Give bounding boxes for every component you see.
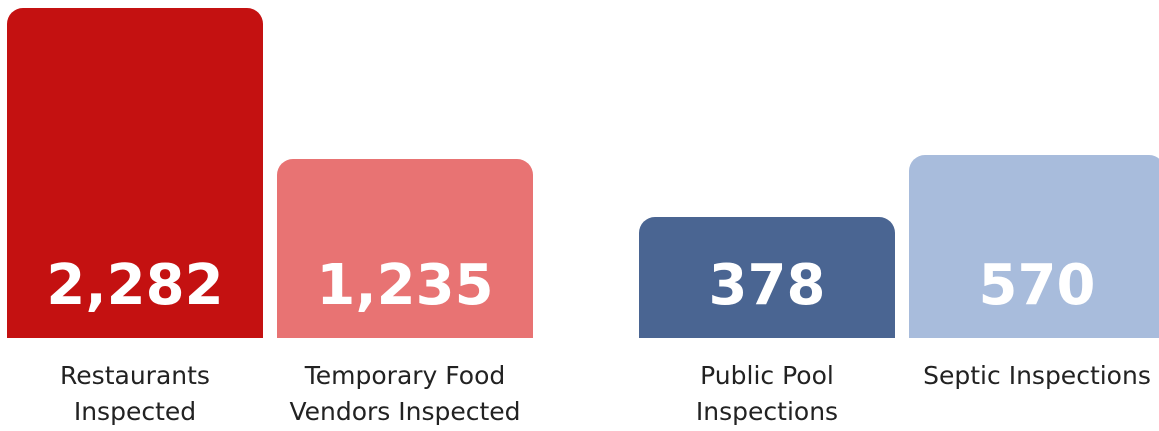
value-label: 1,235: [316, 253, 494, 318]
bar: [909, 155, 1159, 338]
category-label: Temporary Food Vendors Inspected: [289, 361, 521, 426]
bar: [277, 159, 533, 338]
category-label: Public Pool Inspections: [695, 361, 839, 426]
category-label: Restaurants Inspected: [60, 361, 210, 426]
value-label: 2,282: [46, 253, 224, 318]
category-label: Septic Inspections: [923, 361, 1151, 390]
bar: [639, 216, 895, 338]
value-label: 570: [978, 253, 1096, 318]
value-label: 378: [708, 253, 826, 318]
bar: [7, 8, 263, 338]
